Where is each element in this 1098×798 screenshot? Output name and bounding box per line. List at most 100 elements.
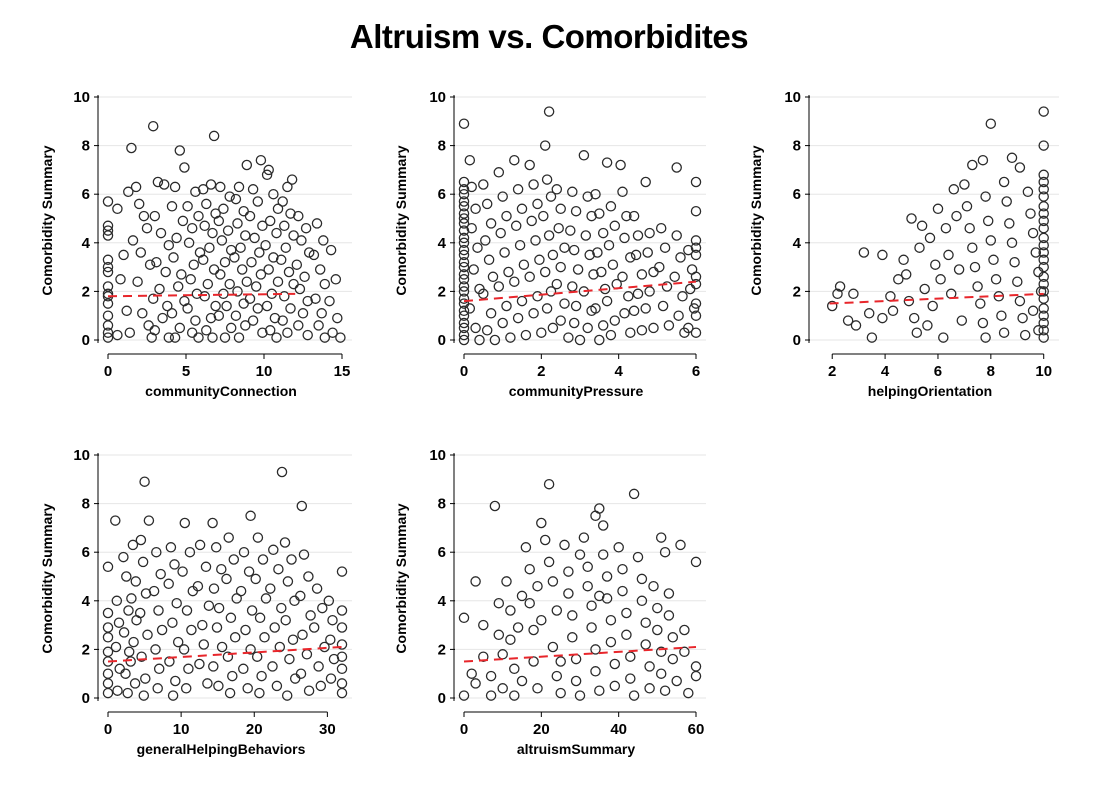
scatter-point: [636, 269, 648, 280]
y-tick-label: 0: [82, 690, 90, 707]
scatter-point: [203, 600, 215, 611]
scatter-point: [617, 271, 628, 283]
scatter-point: [977, 317, 989, 329]
scatter-point: [213, 602, 225, 614]
scatter-point: [210, 300, 221, 312]
scatter-point: [927, 300, 938, 312]
scatter-point: [590, 188, 601, 200]
scatter-point: [632, 288, 644, 300]
scatter-point: [559, 242, 570, 253]
scatter-point: [458, 118, 470, 129]
scatter-point: [625, 651, 636, 662]
scatter-point: [133, 198, 145, 210]
x-axis-title: generalHelpingBehaviors: [137, 741, 306, 757]
scatter-point: [526, 215, 537, 227]
scatter-point: [245, 644, 256, 655]
scatter-point: [655, 668, 667, 679]
scatter-point: [213, 680, 224, 692]
y-tick-label: 0: [438, 332, 446, 349]
scatter-point: [863, 308, 875, 319]
scatter-point: [254, 612, 266, 624]
scatter-point: [623, 291, 634, 302]
scatter-point: [1038, 239, 1049, 251]
scatter-point: [102, 310, 114, 321]
scatter-point: [605, 201, 617, 212]
scatter-point: [166, 201, 178, 212]
scatter-point: [609, 315, 621, 326]
scatter-point: [959, 179, 970, 190]
scatter-point: [172, 636, 184, 648]
scatter-point: [282, 181, 293, 193]
x-tick-label: 30: [319, 721, 336, 738]
scatter-point: [1038, 184, 1049, 195]
scatter-point: [129, 678, 141, 689]
scatter-point: [555, 315, 566, 326]
y-tick-label: 4: [82, 593, 91, 610]
scatter-point: [690, 661, 702, 672]
scatter-point: [178, 644, 190, 655]
scatter-point: [940, 222, 952, 234]
scatter-point: [260, 239, 271, 251]
y-tick-label: 6: [438, 544, 446, 561]
scatter-point: [240, 624, 251, 636]
scatter-point: [671, 230, 682, 241]
scatter-point: [336, 566, 348, 577]
scatter-point: [327, 614, 338, 626]
scatter-point: [163, 578, 174, 590]
scatter-point: [655, 222, 667, 234]
scatter-point: [640, 303, 651, 314]
scatter-point: [207, 332, 218, 343]
scatter-point: [152, 683, 163, 694]
scatter-point: [282, 576, 294, 587]
scatter-point: [315, 680, 327, 692]
scatter-point: [1038, 140, 1049, 151]
scatter-point: [953, 264, 965, 275]
scatter-point: [632, 551, 644, 563]
y-tick-label: 6: [438, 186, 446, 203]
scatter-point: [250, 281, 262, 292]
y-tick-label: 2: [438, 641, 446, 658]
scatter-point: [110, 641, 122, 653]
scatter-point: [458, 196, 470, 207]
scatter-point: [590, 666, 601, 677]
scatter-point: [470, 678, 481, 689]
scatter-point: [147, 120, 159, 132]
scatter-point: [276, 466, 288, 478]
scatter-point: [157, 312, 168, 324]
scatter-point: [539, 140, 551, 151]
scatter-point: [690, 278, 702, 290]
x-axis-title: helpingOrientation: [868, 383, 992, 399]
scatter-point: [570, 300, 582, 312]
y-tick-label: 10: [429, 89, 446, 106]
scatter-point: [532, 580, 543, 592]
scatter-point: [530, 235, 541, 246]
scatter-point: [636, 595, 648, 607]
scatter-point: [998, 176, 1010, 188]
scatter-point: [311, 218, 323, 229]
scatter-point: [200, 561, 212, 573]
scatter-point: [972, 281, 983, 292]
scatter-point: [563, 588, 574, 599]
scatter-point: [690, 242, 702, 253]
scatter-point: [644, 227, 655, 239]
scatter-point: [228, 554, 240, 565]
scatter-point: [663, 320, 675, 331]
scatter-point: [1012, 276, 1023, 287]
scatter-point: [139, 476, 150, 487]
scatter-point: [675, 539, 686, 551]
scatter-point: [648, 322, 659, 334]
scatter-point: [586, 210, 597, 222]
scatter-point: [238, 298, 249, 309]
scatter-point: [283, 266, 295, 278]
scatter-point: [211, 622, 223, 633]
scatter-point: [964, 222, 975, 234]
scatter-point: [241, 276, 253, 287]
scatter-point: [532, 291, 543, 302]
scatter-point: [264, 325, 276, 336]
scatter-point: [163, 332, 175, 343]
scatter-point: [208, 583, 220, 594]
scatter-point: [302, 295, 313, 307]
scatter-point: [289, 673, 301, 684]
scatter-point: [584, 249, 595, 261]
scatter-point: [574, 690, 586, 701]
